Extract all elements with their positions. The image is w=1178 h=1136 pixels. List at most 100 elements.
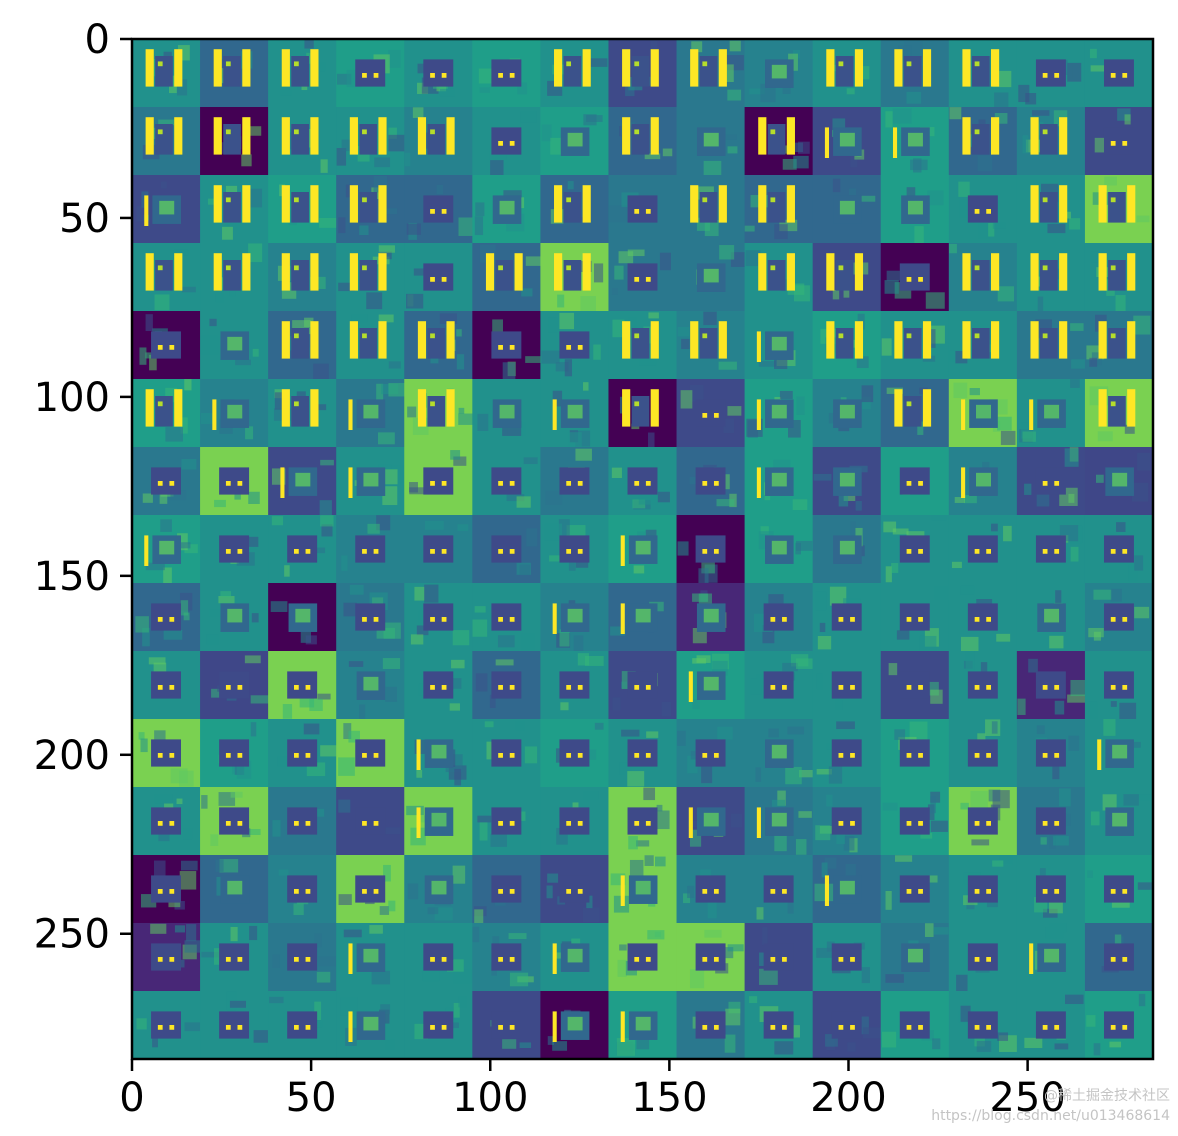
y-tick-label: 150 xyxy=(34,554,110,600)
feature-tile xyxy=(948,379,1018,448)
feature-tile xyxy=(676,515,746,585)
feature-tile xyxy=(268,583,337,652)
feature-tile xyxy=(540,583,609,654)
y-tick-label: 50 xyxy=(59,196,110,242)
feature-tile xyxy=(132,379,201,448)
feature-tile xyxy=(676,855,746,924)
feature-tile xyxy=(812,991,882,1059)
feature-tile xyxy=(676,991,746,1059)
feature-tile xyxy=(608,855,678,924)
feature-tile xyxy=(1016,311,1086,380)
feature-tile xyxy=(472,515,541,584)
feature-tile xyxy=(472,923,541,992)
feature-tile xyxy=(200,175,269,244)
feature-tile xyxy=(336,447,407,516)
feature-tile xyxy=(472,719,541,788)
feature-tile xyxy=(676,787,746,856)
feature-tile xyxy=(200,107,269,176)
feature-tile xyxy=(540,787,609,856)
feature-tile xyxy=(1084,515,1153,584)
feature-tile xyxy=(132,447,201,516)
feature-tile xyxy=(744,311,814,380)
feature-tile xyxy=(404,855,473,924)
feature-tile xyxy=(268,175,338,244)
feature-tile xyxy=(608,515,678,584)
feature-tile xyxy=(472,311,544,381)
heatmap-image xyxy=(132,39,1153,1059)
feature-tile xyxy=(744,107,814,176)
feature-tile xyxy=(132,243,201,312)
feature-tile xyxy=(540,651,609,720)
feature-tile xyxy=(676,447,746,516)
x-tick-label: 100 xyxy=(452,1075,528,1121)
feature-tile xyxy=(880,651,950,720)
feature-tile xyxy=(1084,447,1153,516)
feature-tile xyxy=(200,243,269,312)
feature-tile xyxy=(404,39,473,108)
feature-tile xyxy=(268,447,337,519)
feature-tile xyxy=(744,515,814,584)
feature-tile xyxy=(812,311,882,380)
feature-tile xyxy=(200,447,269,516)
feature-tile xyxy=(472,39,541,108)
y-tick-label: 200 xyxy=(34,733,110,779)
feature-tile xyxy=(812,379,882,448)
feature-tile xyxy=(132,651,201,720)
feature-tile xyxy=(948,923,1018,992)
feature-tile xyxy=(472,243,543,312)
feature-tile xyxy=(132,787,201,856)
feature-tile xyxy=(948,243,1018,312)
feature-tile xyxy=(336,107,405,176)
feature-tile xyxy=(744,175,814,244)
feature-tile xyxy=(880,107,950,176)
feature-tile xyxy=(1016,515,1086,584)
feature-tile xyxy=(132,39,201,108)
feature-tile xyxy=(676,311,746,380)
feature-tile xyxy=(540,923,609,992)
feature-tile xyxy=(268,243,337,312)
feature-tile xyxy=(336,583,405,652)
feature-tile xyxy=(132,583,201,652)
feature-tile xyxy=(132,311,201,380)
feature-tile xyxy=(880,719,950,788)
watermark-line2: https://blog.csdn.net/u013468614 xyxy=(931,1108,1170,1124)
feature-tile xyxy=(200,855,269,924)
feature-tile xyxy=(268,311,337,382)
y-tick-label: 250 xyxy=(34,912,110,958)
feature-tile xyxy=(744,39,814,108)
feature-tile xyxy=(540,311,609,380)
y-tick-label: 0 xyxy=(85,17,110,63)
feature-tile xyxy=(812,719,882,788)
feature-tile xyxy=(608,787,678,856)
feature-tile xyxy=(676,923,746,992)
feature-tile xyxy=(336,651,405,720)
feature-tile xyxy=(132,107,201,176)
y-axis: 0 50 100 150 200 250 xyxy=(34,17,132,958)
feature-tile xyxy=(472,379,541,448)
feature-tile xyxy=(132,515,201,584)
feature-tile xyxy=(744,923,814,992)
feature-tile xyxy=(948,787,1018,856)
feature-tile xyxy=(880,923,950,992)
feature-tile xyxy=(404,175,478,244)
feature-tile xyxy=(812,39,882,108)
feature-tile xyxy=(608,719,678,788)
feature-tile xyxy=(880,991,950,1059)
feature-tile xyxy=(812,787,882,856)
feature-tile xyxy=(268,39,337,108)
feature-tile xyxy=(948,107,1018,176)
feature-tile xyxy=(1084,379,1153,448)
feature-tile xyxy=(608,39,678,108)
feature-tile xyxy=(1084,311,1153,380)
x-tick-label: 250 xyxy=(989,1075,1065,1121)
feature-tile xyxy=(880,447,950,516)
feature-tile xyxy=(608,447,678,516)
feature-tile xyxy=(336,719,405,788)
feature-tile xyxy=(676,719,746,788)
feature-tile xyxy=(540,107,609,176)
feature-tile xyxy=(336,515,405,584)
feature-tile xyxy=(1084,583,1153,652)
feature-tile xyxy=(608,651,678,720)
feature-tile xyxy=(1016,787,1086,856)
